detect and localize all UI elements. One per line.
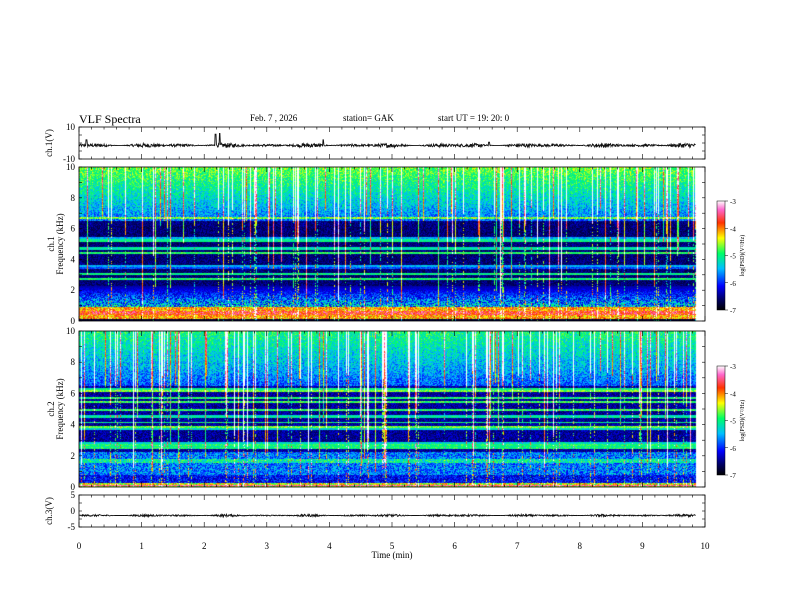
ch1-colorbar	[716, 200, 726, 311]
x-tick-label: 7	[515, 541, 520, 551]
ch1-spectrogram-ylabel-prefix: ch.1	[46, 236, 56, 251]
ch2-spectrogram-colorbar-tick-label: -6	[730, 445, 736, 453]
ch2-spectrogram-ytick-label: 4	[71, 420, 76, 430]
ch1-spectrogram-ytick-label: 8	[71, 193, 76, 203]
ch1-spectrogram-colorbar-tick-label: -4	[730, 225, 736, 233]
ch1-spectrogram-colorbar-tick-label: -6	[730, 280, 736, 288]
x-tick-label: 0	[77, 541, 82, 551]
ch2-spectrogram-ytick-label: 2	[71, 451, 76, 461]
ch3-waveform-trace	[78, 512, 696, 519]
ch1-spectrogram-colorbar-label: log(PSD)(V²/Hz)	[739, 235, 746, 276]
ch2-spectrogram-ytick-label: 6	[71, 388, 76, 398]
ch1-waveform-ytick-label: -10	[63, 154, 75, 164]
ch1-waveform-ytick-label: 10	[66, 122, 76, 132]
ch2-spectrogram	[79, 331, 705, 487]
ch1-spectrogram-ytick-label: 6	[71, 224, 76, 234]
ch1-spectrogram-ytick-label: 10	[66, 162, 76, 172]
station-label: station= GAK	[343, 113, 394, 123]
ch1-spectrogram-ylabel: Frequency (kHz)	[55, 213, 65, 274]
date-label: Feb. 7 , 2026	[250, 113, 298, 123]
x-tick-label: 2	[202, 541, 207, 551]
ch2-colorbar	[716, 365, 726, 476]
ch1-spectrogram	[79, 167, 705, 321]
ch2-spectrogram-colorbar-label: log(PSD)(V²/Hz)	[739, 400, 746, 441]
ch3-waveform-ylabel: ch.3(V)	[44, 497, 54, 525]
ch2-spectrogram-ylabel: Frequency (kHz)	[55, 378, 65, 439]
ch3-waveform-ytick-label: -5	[68, 522, 76, 532]
ch1-spectrogram-ytick-label: 4	[71, 254, 76, 264]
ch2-spectrogram-colorbar-tick-label: -3	[730, 363, 736, 371]
x-tick-label: 6	[452, 541, 457, 551]
ch2-spectrogram-colorbar-tick-label: -4	[730, 390, 736, 398]
ch2-spectrogram-ytick-label: 10	[66, 326, 76, 336]
chart-title: VLF Spectra	[79, 112, 141, 126]
x-tick-label: 10	[701, 541, 711, 551]
ch2-spectrogram-ytick-label: 8	[71, 357, 76, 367]
x-tick-label: 1	[139, 541, 144, 551]
ch3-waveform-ytick-label: 5	[71, 490, 76, 500]
ch1-spectrogram-ytick-label: 2	[71, 285, 76, 295]
ch2-spectrogram-colorbar-tick-label: -5	[730, 418, 736, 426]
ch3-waveform-ytick-label: 0	[71, 506, 76, 516]
x-tick-label: 4	[327, 541, 332, 551]
ch1-spectrogram-colorbar-tick-label: -5	[730, 253, 736, 261]
start-time-label: start UT = 19: 20: 0	[438, 113, 510, 123]
ch1-spectrogram-colorbar-tick-label: -7	[730, 307, 736, 315]
ch1-waveform-ylabel: ch.1(V)	[44, 129, 54, 157]
ch1-spectrogram-colorbar-tick-label: -3	[730, 198, 736, 206]
x-tick-label: 5	[390, 541, 395, 551]
x-tick-label: 9	[640, 541, 645, 551]
ch1-spectrogram-ytick-label: 0	[71, 316, 76, 326]
x-axis-label: Time (min)	[372, 550, 413, 560]
ch2-spectrogram-colorbar-tick-label: -7	[730, 472, 736, 480]
x-tick-label: 8	[578, 541, 583, 551]
x-tick-label: 3	[265, 541, 270, 551]
ch2-spectrogram-ylabel-prefix: ch.2	[46, 401, 56, 416]
ch1-waveform-trace	[78, 132, 696, 149]
ch2-spectrogram-ytick-label: 0	[71, 482, 76, 492]
